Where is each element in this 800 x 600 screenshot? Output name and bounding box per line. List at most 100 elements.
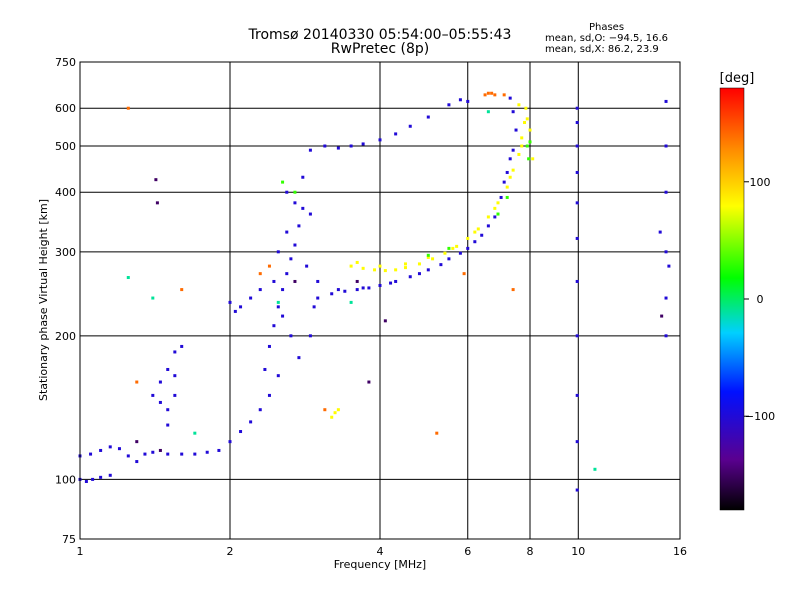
data-point [349, 300, 353, 304]
data-point [343, 289, 347, 293]
data-point [361, 286, 365, 290]
data-point [505, 185, 509, 189]
data-point [511, 110, 515, 114]
data-point [293, 201, 297, 205]
data-point [355, 279, 359, 283]
x-tick-label: 4 [377, 545, 384, 558]
colorbar-unit-label: [deg] [720, 71, 755, 86]
colorbar-ticks: 100 0 −100 [744, 176, 775, 423]
data-point [361, 266, 365, 270]
data-point [349, 144, 353, 148]
data-point [664, 334, 668, 338]
data-point [486, 110, 490, 114]
phase-colorbar [719, 87, 745, 511]
data-point [508, 157, 512, 161]
data-point [575, 121, 579, 125]
data-point [233, 309, 237, 313]
data-point [417, 272, 421, 276]
data-point [272, 279, 276, 283]
data-point [333, 411, 337, 415]
data-point [511, 148, 515, 152]
data-point [508, 175, 512, 179]
x-axis-label: Frequency [MHz] [334, 558, 426, 571]
x-tick-label: 16 [673, 545, 687, 558]
data-point [486, 91, 490, 95]
data-point [330, 292, 334, 296]
data-point [502, 93, 506, 97]
data-point [480, 233, 484, 237]
data-point [531, 157, 535, 161]
colorbar-tick-label: 100 [750, 176, 771, 189]
x-axis-ticks: 1 2 4 6 8 10 16 [77, 545, 688, 558]
data-point [308, 148, 312, 152]
data-point [166, 423, 170, 427]
plot-frame [79, 61, 681, 540]
data-point [525, 117, 529, 121]
data-point [417, 262, 421, 266]
data-point [466, 246, 470, 250]
data-points [78, 91, 671, 492]
y-tick-label: 200 [55, 330, 76, 343]
data-point [523, 121, 527, 125]
data-point [575, 201, 579, 205]
data-point [126, 106, 130, 110]
data-point [89, 452, 93, 456]
data-point [378, 138, 382, 142]
data-point [431, 257, 435, 261]
data-point [490, 91, 494, 95]
y-axis-ticks: 75 100 200 300 400 500 600 750 [55, 56, 76, 546]
data-point [239, 430, 243, 434]
data-point [276, 250, 280, 254]
data-point [228, 300, 232, 304]
data-point [496, 201, 500, 205]
data-point [316, 279, 320, 283]
data-point [308, 334, 312, 338]
y-tick-label: 600 [55, 102, 76, 115]
data-point [293, 243, 297, 247]
data-point [135, 460, 139, 464]
colorbar-tick-label: −100 [745, 410, 775, 423]
data-point [458, 98, 462, 102]
data-point [316, 296, 320, 300]
data-point [126, 454, 130, 458]
y-tick-label: 500 [55, 140, 76, 153]
data-point [514, 128, 518, 132]
data-point [258, 408, 262, 412]
data-point [312, 305, 316, 309]
phase-stats-x-mode: mean, sd,X: 86.2, 23.9 [545, 44, 659, 55]
data-point [108, 445, 112, 449]
data-point [151, 393, 155, 397]
data-point [249, 420, 253, 424]
data-point [272, 324, 276, 328]
data-point [323, 144, 327, 148]
data-point [593, 467, 597, 471]
data-point [528, 140, 532, 144]
data-point [173, 374, 177, 378]
data-point [520, 144, 524, 148]
data-point [447, 103, 451, 107]
data-point [473, 230, 477, 234]
data-point [173, 350, 177, 354]
data-point [575, 170, 579, 174]
data-point [408, 124, 412, 128]
data-point [180, 452, 184, 456]
data-point [301, 206, 305, 210]
data-point [135, 440, 139, 444]
data-point [249, 296, 253, 300]
data-point [308, 212, 312, 216]
data-point [664, 250, 668, 254]
data-point [493, 93, 497, 97]
data-point [493, 206, 497, 210]
data-point [367, 286, 371, 290]
data-point [575, 106, 579, 110]
data-point [166, 452, 170, 456]
data-point [403, 266, 407, 270]
data-point [394, 268, 398, 272]
phase-stats: Phases mean, sd,O: −94.5, 16.6 mean, sd,… [545, 22, 668, 55]
data-point [528, 128, 532, 132]
data-point [408, 275, 412, 279]
data-point [336, 288, 340, 292]
data-point [575, 334, 579, 338]
data-point [267, 264, 271, 268]
